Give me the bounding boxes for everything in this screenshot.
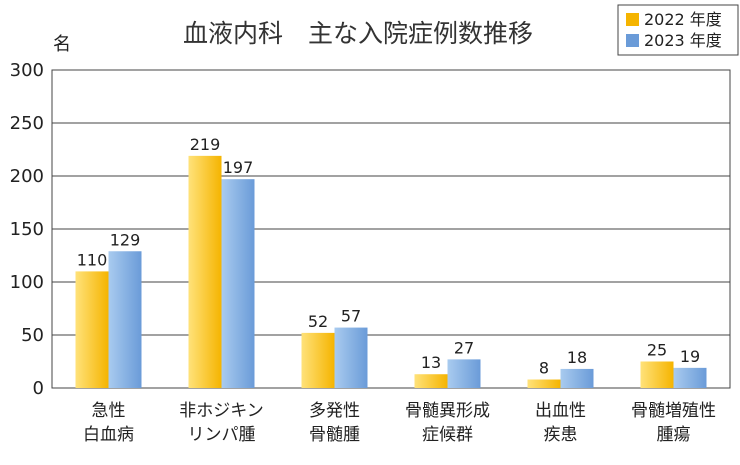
data-label-2022-5: 25	[647, 341, 667, 360]
bar-2023-2	[334, 327, 368, 388]
legend-swatch-2023	[626, 34, 639, 47]
y-axis-unit: 名	[53, 34, 71, 55]
y-tick-label: 50	[21, 325, 44, 346]
legend: 2022 年度 2023 年度	[617, 4, 739, 56]
category-label: 症候群	[422, 425, 473, 445]
data-label-2023-0: 129	[110, 230, 141, 249]
category-label: 出血性	[535, 401, 586, 421]
bar-2022-0	[75, 271, 109, 388]
bar-2022-4	[527, 379, 561, 388]
bar-2023-0	[108, 251, 142, 388]
bar-2023-5	[673, 367, 707, 388]
category-label: 骨髄腫	[309, 425, 360, 445]
legend-swatch-2022	[626, 13, 639, 26]
y-tick-label: 100	[10, 272, 44, 293]
bar-2023-4	[560, 368, 594, 388]
category-label: 骨髄異形成	[405, 401, 490, 421]
category-label: 白血病	[83, 425, 134, 445]
y-tick-label: 0	[33, 378, 44, 399]
legend-label-2023: 2023 年度	[644, 31, 722, 50]
bar-2022-2	[301, 332, 335, 388]
legend-label-2022: 2022 年度	[644, 10, 722, 29]
data-label-2023-2: 57	[341, 307, 361, 326]
category-label: リンパ腫	[188, 425, 256, 445]
category-label: 多発性	[309, 401, 360, 421]
bar-2023-1	[221, 179, 255, 388]
bar-2023-3	[447, 359, 481, 388]
y-tick-label: 200	[10, 166, 44, 187]
data-label-2023-5: 19	[680, 347, 700, 366]
category-label: 疾患	[544, 425, 578, 445]
data-label-2022-0: 110	[77, 250, 108, 269]
data-label-2023-4: 18	[567, 348, 587, 367]
data-label-2022-3: 13	[421, 353, 441, 372]
data-label-2022-2: 52	[308, 312, 328, 331]
data-label-2022-4: 8	[539, 359, 549, 378]
data-label-2022-1: 219	[190, 135, 221, 154]
y-tick-label: 250	[10, 113, 44, 134]
bar-2022-3	[414, 374, 448, 388]
category-label: 腫瘍	[657, 425, 691, 445]
category-label: 非ホジキン	[179, 401, 264, 421]
data-label-2023-3: 27	[454, 338, 474, 357]
bar-2022-1	[188, 155, 222, 388]
data-label-2023-1: 197	[223, 158, 254, 177]
category-label: 急性	[92, 401, 126, 421]
y-tick-label: 300	[10, 60, 44, 81]
category-label: 骨髄増殖性	[631, 401, 716, 421]
bar-2022-5	[640, 361, 674, 388]
chart-title: 血液内科 主な入院症例数推移	[183, 19, 533, 48]
y-tick-label: 150	[10, 219, 44, 240]
